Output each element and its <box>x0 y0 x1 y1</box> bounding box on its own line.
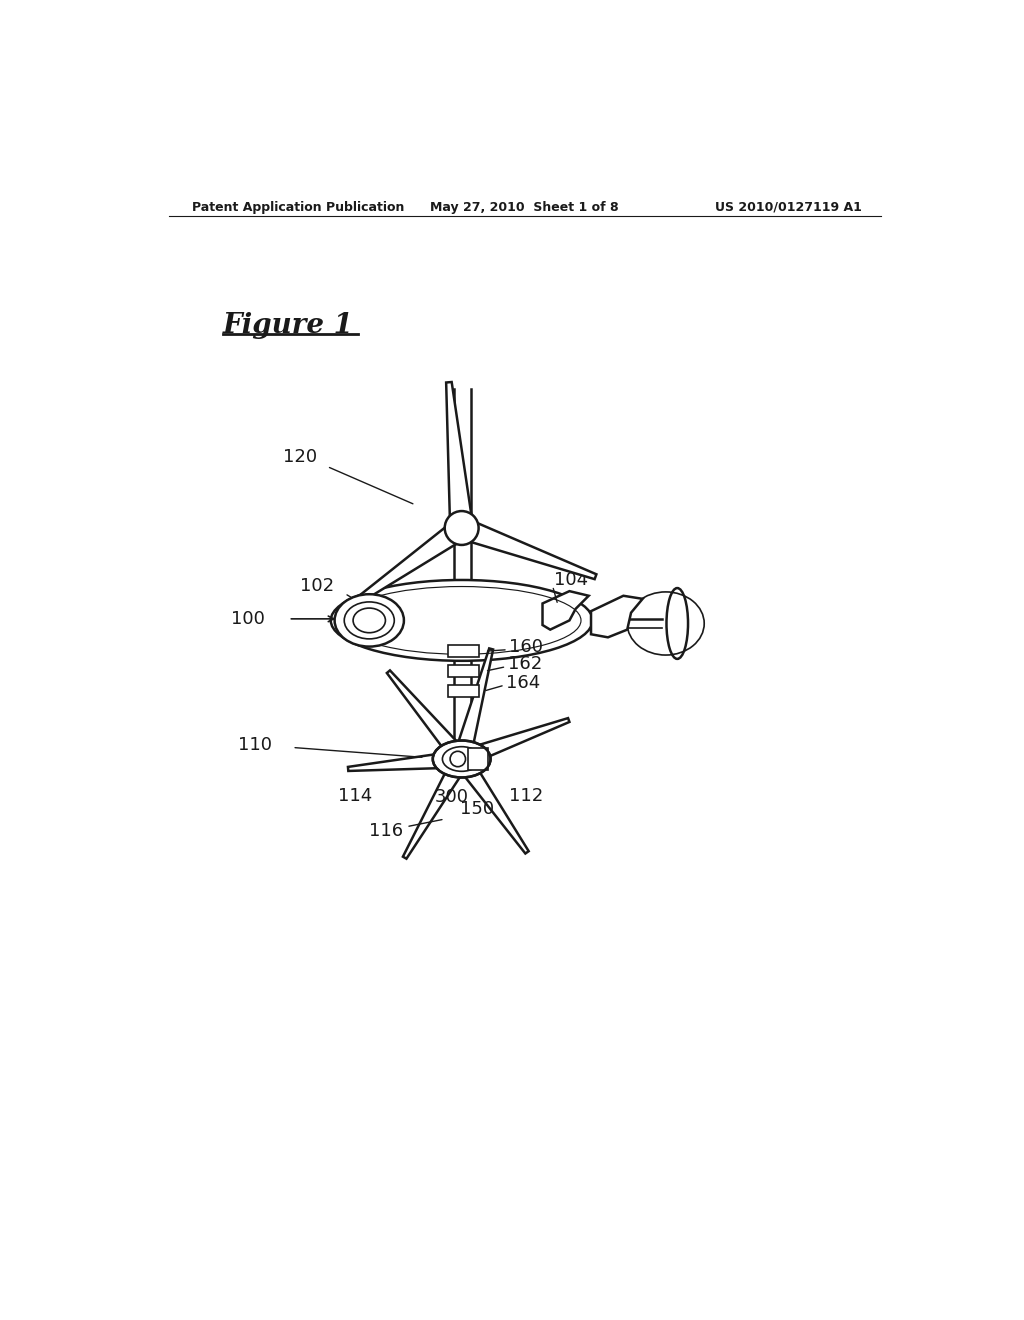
Polygon shape <box>458 517 596 579</box>
Text: 114: 114 <box>339 787 373 805</box>
Text: 112: 112 <box>509 787 544 805</box>
Text: 300: 300 <box>435 788 469 807</box>
Polygon shape <box>543 591 589 630</box>
Text: 116: 116 <box>370 821 403 840</box>
Polygon shape <box>402 755 469 859</box>
Circle shape <box>444 511 478 545</box>
Text: 110: 110 <box>239 737 272 754</box>
Text: 102: 102 <box>300 577 334 595</box>
Text: 162: 162 <box>508 655 542 673</box>
Circle shape <box>451 751 466 767</box>
Polygon shape <box>591 595 643 638</box>
Polygon shape <box>350 519 468 607</box>
Text: 160: 160 <box>509 639 544 656</box>
FancyBboxPatch shape <box>447 645 478 657</box>
Ellipse shape <box>667 589 688 659</box>
Polygon shape <box>348 751 463 771</box>
Polygon shape <box>446 381 473 529</box>
FancyBboxPatch shape <box>447 665 478 677</box>
Polygon shape <box>454 648 494 762</box>
Text: US 2010/0127119 A1: US 2010/0127119 A1 <box>715 201 862 214</box>
Text: 120: 120 <box>283 449 317 466</box>
Text: 100: 100 <box>230 610 264 628</box>
Polygon shape <box>455 754 528 854</box>
Ellipse shape <box>344 602 394 639</box>
Ellipse shape <box>442 747 481 771</box>
Ellipse shape <box>353 609 385 632</box>
Ellipse shape <box>335 594 403 647</box>
Text: Figure 1: Figure 1 <box>223 313 354 339</box>
Ellipse shape <box>433 741 490 777</box>
FancyBboxPatch shape <box>468 748 487 770</box>
Text: 164: 164 <box>506 673 541 692</box>
Polygon shape <box>459 718 569 767</box>
FancyBboxPatch shape <box>447 685 478 697</box>
Polygon shape <box>387 671 468 764</box>
Text: Patent Application Publication: Patent Application Publication <box>193 201 404 214</box>
Ellipse shape <box>331 579 593 661</box>
Text: 150: 150 <box>460 800 495 818</box>
Text: May 27, 2010  Sheet 1 of 8: May 27, 2010 Sheet 1 of 8 <box>430 201 620 214</box>
Text: 104: 104 <box>554 572 588 589</box>
